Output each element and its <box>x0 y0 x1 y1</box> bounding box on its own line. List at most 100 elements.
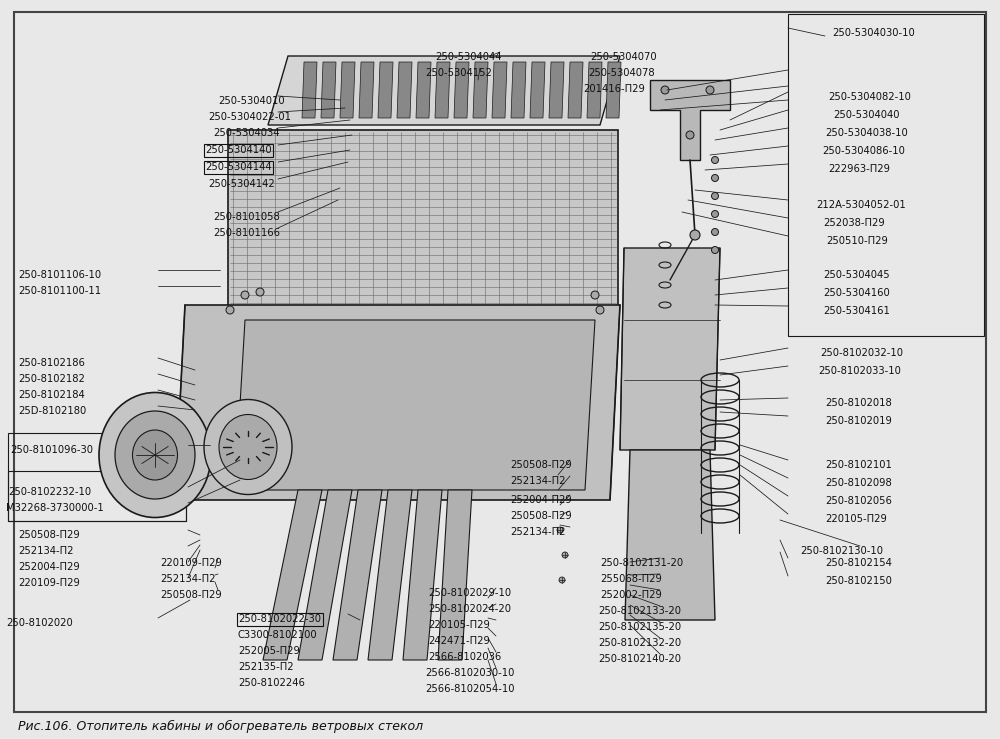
Text: 250-5304144: 250-5304144 <box>205 162 272 172</box>
Ellipse shape <box>115 411 195 499</box>
Polygon shape <box>568 62 583 118</box>
Text: 250-8102246: 250-8102246 <box>238 678 305 688</box>
Text: Рис.106. Отопитель кабины и обогреватель ветровых стекол: Рис.106. Отопитель кабины и обогреватель… <box>18 720 423 733</box>
Text: 250-5304082-10: 250-5304082-10 <box>828 92 911 102</box>
Text: 250-8102150: 250-8102150 <box>825 576 892 586</box>
Text: 250508-П29: 250508-П29 <box>160 590 222 600</box>
Text: 250508-П29: 250508-П29 <box>510 511 572 521</box>
Ellipse shape <box>562 552 568 558</box>
Text: 250-5304030-10: 250-5304030-10 <box>832 28 915 38</box>
Ellipse shape <box>256 288 264 296</box>
Text: 201416-П29: 201416-П29 <box>583 84 645 94</box>
Text: 250-8102135-20: 250-8102135-20 <box>598 622 681 632</box>
Text: 250-5304160: 250-5304160 <box>823 288 890 298</box>
Text: 250-5304045: 250-5304045 <box>823 270 890 280</box>
Ellipse shape <box>690 230 700 240</box>
Text: 250-5304140: 250-5304140 <box>205 145 272 155</box>
Text: 220109-П29: 220109-П29 <box>160 558 222 568</box>
Polygon shape <box>252 340 572 495</box>
Polygon shape <box>333 490 382 660</box>
Ellipse shape <box>559 577 565 583</box>
Ellipse shape <box>712 192 718 200</box>
Text: М32268-3730000-1: М32268-3730000-1 <box>6 503 104 513</box>
Text: 252134-П2: 252134-П2 <box>160 574 216 584</box>
Polygon shape <box>340 62 355 118</box>
Text: 252002-П29: 252002-П29 <box>600 590 662 600</box>
Text: 250-5304022-01: 250-5304022-01 <box>208 112 291 122</box>
Text: 250-8102140-20: 250-8102140-20 <box>598 654 681 664</box>
Text: 255068-П29: 255068-П29 <box>600 574 662 584</box>
Text: 250-5304161: 250-5304161 <box>823 306 890 316</box>
Text: 220105-П29: 220105-П29 <box>825 514 887 524</box>
Ellipse shape <box>219 415 277 480</box>
Ellipse shape <box>712 228 718 236</box>
Polygon shape <box>587 62 602 118</box>
Bar <box>8 471 186 521</box>
Ellipse shape <box>712 157 718 163</box>
Text: 250-8101096-30: 250-8101096-30 <box>10 445 93 455</box>
Text: 252038-П29: 252038-П29 <box>823 218 885 228</box>
Text: 250-5304086-10: 250-5304086-10 <box>822 146 905 156</box>
Text: 252135-П2: 252135-П2 <box>238 662 294 672</box>
Polygon shape <box>321 62 336 118</box>
Text: 250-5304038-10: 250-5304038-10 <box>825 128 908 138</box>
Ellipse shape <box>204 400 292 494</box>
Polygon shape <box>625 450 715 620</box>
Ellipse shape <box>132 430 178 480</box>
Ellipse shape <box>712 174 718 182</box>
Polygon shape <box>438 490 472 660</box>
Polygon shape <box>175 305 620 500</box>
Text: 250-5304040: 250-5304040 <box>833 110 900 120</box>
Text: 250-5304142: 250-5304142 <box>208 179 275 189</box>
Text: 250-8102024-20: 250-8102024-20 <box>428 604 511 614</box>
Text: 250-8102018: 250-8102018 <box>825 398 892 408</box>
Ellipse shape <box>557 527 563 533</box>
Text: 252004-П29: 252004-П29 <box>510 495 572 505</box>
Text: 250-8101058: 250-8101058 <box>213 212 280 222</box>
Text: 220105-П29: 220105-П29 <box>428 620 490 630</box>
Text: 250-8101100-11: 250-8101100-11 <box>18 286 101 296</box>
Text: 250-5304152: 250-5304152 <box>425 68 492 78</box>
Text: 250-5304078: 250-5304078 <box>588 68 655 78</box>
Polygon shape <box>403 490 442 660</box>
Polygon shape <box>492 62 507 118</box>
Text: 250-5304010: 250-5304010 <box>218 96 285 106</box>
Text: 250510-П29: 250510-П29 <box>826 236 888 246</box>
Text: 250-8102133-20: 250-8102133-20 <box>598 606 681 616</box>
Text: 252005-П29: 252005-П29 <box>238 646 300 656</box>
Text: 250-8102154: 250-8102154 <box>825 558 892 568</box>
Text: 2566-8102054-10: 2566-8102054-10 <box>425 684 514 694</box>
Text: 250-8102184: 250-8102184 <box>18 390 85 400</box>
Text: 250-8102029-10: 250-8102029-10 <box>428 588 511 598</box>
Text: 2566-8102036: 2566-8102036 <box>428 652 501 662</box>
Text: 252134-П2: 252134-П2 <box>510 527 566 537</box>
Polygon shape <box>435 62 450 118</box>
Text: 250-5304034: 250-5304034 <box>213 128 280 138</box>
Text: 212A-5304052-01: 212A-5304052-01 <box>816 200 906 210</box>
Text: 252134-П2: 252134-П2 <box>510 476 566 486</box>
Ellipse shape <box>712 211 718 217</box>
Text: 250-8102182: 250-8102182 <box>18 374 85 384</box>
Text: 242471-П29: 242471-П29 <box>428 636 490 646</box>
Polygon shape <box>473 62 488 118</box>
Ellipse shape <box>686 131 694 139</box>
Bar <box>788 14 984 336</box>
Text: 250-8102232-10: 250-8102232-10 <box>8 487 91 497</box>
Polygon shape <box>359 62 374 118</box>
Text: 250-5304070: 250-5304070 <box>590 52 657 62</box>
Polygon shape <box>302 62 317 118</box>
Text: 250-8102033-10: 250-8102033-10 <box>818 366 901 376</box>
Polygon shape <box>298 490 352 660</box>
Text: 222963-П29: 222963-П29 <box>828 164 890 174</box>
Polygon shape <box>606 62 621 118</box>
Polygon shape <box>235 320 595 490</box>
Text: 250-8102131-20: 250-8102131-20 <box>600 558 683 568</box>
Text: 250-8102101: 250-8102101 <box>825 460 892 470</box>
Text: 250-8102022-30: 250-8102022-30 <box>238 614 321 624</box>
Ellipse shape <box>661 86 669 94</box>
Ellipse shape <box>706 86 714 94</box>
Text: 250-8102132-20: 250-8102132-20 <box>598 638 681 648</box>
Polygon shape <box>416 62 431 118</box>
Text: 250-8102019: 250-8102019 <box>825 416 892 426</box>
Text: 250-8102032-10: 250-8102032-10 <box>820 348 903 358</box>
